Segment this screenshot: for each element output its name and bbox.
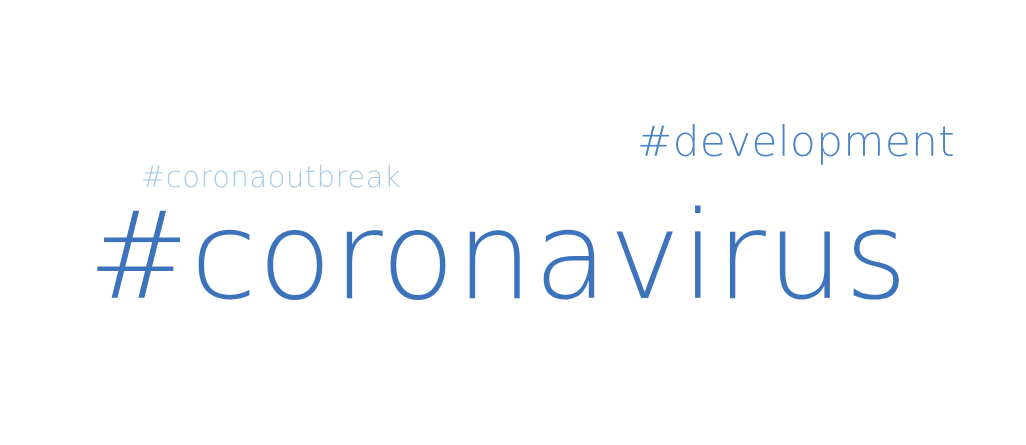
word-coronavirus: #coronavirus — [88, 186, 909, 327]
word-coronaoutbreak: #coronaoutbreak — [141, 160, 402, 194]
word-development: #development — [637, 117, 956, 166]
